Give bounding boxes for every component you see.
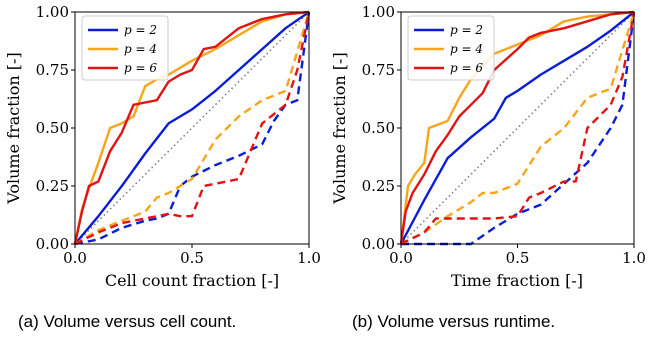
x-tick-label: 0.5 xyxy=(506,249,530,267)
dashed-series-line-4 xyxy=(74,11,311,246)
solid-series-line-0 xyxy=(399,11,635,245)
legend-label: p = 6 xyxy=(450,61,483,75)
legend-label: p = 2 xyxy=(124,23,157,37)
legend-label: p = 4 xyxy=(124,42,157,56)
dashed-series-line-4 xyxy=(400,11,636,246)
caption-b: (b) Volume versus runtime. xyxy=(352,312,556,331)
legend-label: p = 4 xyxy=(450,42,483,56)
x-tick-label: 1.0 xyxy=(297,249,321,267)
y-axis-label: Volume fraction [-] xyxy=(4,52,23,204)
solid-series-line-2 xyxy=(73,10,310,245)
solid-series-line-0 xyxy=(74,11,310,245)
legend-box xyxy=(407,15,495,81)
legend-label: p = 6 xyxy=(124,61,157,75)
solid-series-line-1 xyxy=(73,10,310,245)
y-tick-label: 0.75 xyxy=(362,61,395,79)
x-tick-label: 1.0 xyxy=(622,249,646,267)
y-tick-label: 0.00 xyxy=(362,235,395,253)
reference-diagonal-line xyxy=(74,11,310,245)
y-tick-label: 0.75 xyxy=(36,61,69,79)
x-tick-label: 0.5 xyxy=(180,249,204,267)
x-tick-label: 0.0 xyxy=(389,249,413,267)
dashed-series-line-3 xyxy=(401,11,636,246)
y-tick-label: 0.25 xyxy=(362,177,395,195)
legend-box xyxy=(81,15,169,81)
dashed-series-line-5 xyxy=(74,11,311,246)
x-tick-label: 0.0 xyxy=(63,249,87,267)
y-tick-label: 1.00 xyxy=(36,3,69,21)
x-axis-label: Cell count fraction [-] xyxy=(105,271,279,290)
y-tick-label: 0.00 xyxy=(36,235,69,253)
dashed-series-line-5 xyxy=(400,11,636,246)
y-tick-label: 1.00 xyxy=(362,3,395,21)
y-axis-label: Volume fraction [-] xyxy=(330,52,349,204)
x-axis-label: Time fraction [-] xyxy=(451,271,583,290)
solid-series-line-2 xyxy=(399,10,635,245)
caption-a: (a) Volume versus cell count. xyxy=(18,312,237,331)
y-tick-label: 0.25 xyxy=(36,177,69,195)
y-tick-label: 0.50 xyxy=(362,119,395,137)
y-tick-label: 0.50 xyxy=(36,119,69,137)
legend-label: p = 2 xyxy=(450,23,483,37)
reference-diagonal-line xyxy=(400,11,635,245)
